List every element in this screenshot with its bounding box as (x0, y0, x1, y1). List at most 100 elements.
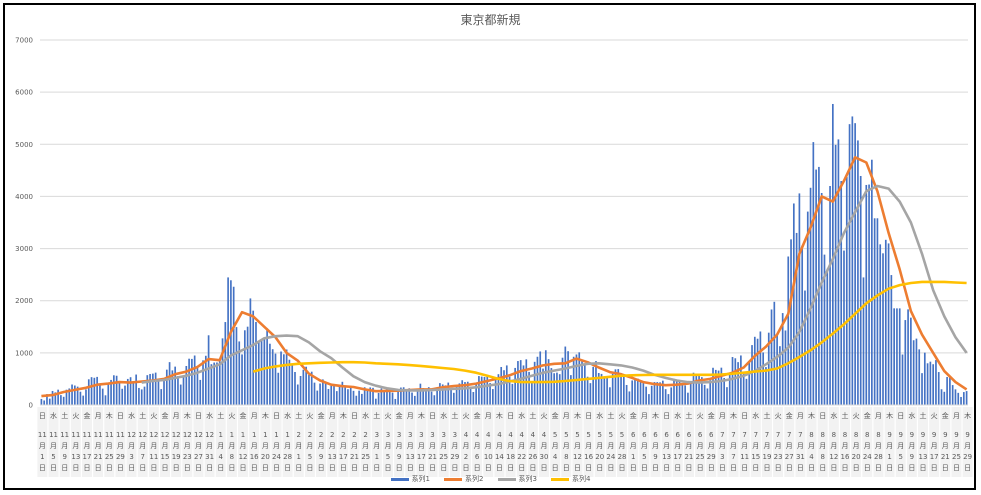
bar-series1 (193, 355, 196, 405)
x-month-label: 11 (94, 431, 103, 439)
x-month-label: 4 (542, 431, 547, 439)
x-day-suffix: 日 (964, 464, 971, 472)
x-day-label: 13 (406, 453, 415, 461)
x-label-column (639, 407, 650, 477)
x-day-suffix: 日 (150, 464, 157, 472)
bar-series1 (383, 390, 386, 405)
x-day-suffix: 日 (474, 464, 481, 472)
x-day-label: 2 (464, 453, 468, 461)
x-month-label: 11 (83, 431, 92, 439)
x-month-suffix: 月 (284, 442, 291, 450)
x-month-suffix: 月 (95, 442, 102, 450)
bar-series1 (528, 371, 530, 405)
bar-series1 (820, 192, 823, 405)
x-month-suffix: 月 (619, 442, 626, 450)
bar-series1 (358, 390, 360, 405)
x-month-suffix: 月 (306, 442, 313, 450)
x-weekday-label: 木 (652, 411, 659, 420)
x-month-label: 11 (71, 431, 80, 439)
x-day-suffix: 日 (953, 464, 960, 472)
x-weekday-label: 日 (819, 412, 826, 420)
bar-series1 (355, 395, 358, 405)
bar-series1 (400, 387, 402, 405)
bar-series1 (779, 346, 781, 405)
x-day-suffix: 日 (607, 464, 614, 472)
bar-series1 (129, 377, 132, 405)
bar-series1 (639, 380, 642, 405)
x-day-suffix: 日 (273, 464, 280, 472)
x-month-label: 7 (742, 431, 746, 439)
x-month-label: 3 (441, 431, 445, 439)
x-weekday-label: 木 (262, 411, 269, 420)
bar-series1 (940, 389, 943, 405)
x-month-label: 6 (631, 431, 636, 439)
x-day-suffix: 日 (485, 464, 492, 472)
bar-series1 (687, 392, 689, 405)
bar-series1 (124, 385, 126, 405)
x-weekday-label: 月 (329, 412, 336, 420)
x-month-label: 12 (183, 431, 192, 439)
bar-series1 (347, 389, 349, 405)
x-day-suffix: 日 (752, 464, 759, 472)
x-month-suffix: 月 (719, 442, 726, 450)
x-month-label: 9 (898, 431, 902, 439)
x-month-label: 5 (598, 431, 602, 439)
bar-series1 (650, 385, 653, 405)
bar-series1 (901, 354, 904, 405)
x-month-suffix: 月 (875, 442, 882, 450)
x-month-label: 5 (586, 431, 590, 439)
x-day-suffix: 日 (195, 464, 202, 472)
bar-series1 (762, 352, 765, 405)
bar-series1 (101, 388, 104, 405)
x-weekday-label: 土 (217, 411, 224, 420)
bar-series1 (681, 384, 684, 405)
x-weekday-label: 木 (184, 411, 191, 420)
bar-series1 (319, 383, 321, 405)
bar-series1 (662, 380, 664, 405)
x-month-label: 4 (531, 431, 536, 439)
y-tick-label: 4000 (15, 193, 33, 201)
x-month-suffix: 月 (195, 442, 202, 450)
bar-series1 (427, 387, 430, 405)
bar-series1 (255, 321, 257, 405)
bar-series1 (154, 372, 157, 405)
bar-series1 (221, 338, 224, 405)
line-series3 (141, 184, 968, 392)
x-label-column (784, 407, 795, 477)
x-month-suffix: 月 (462, 442, 469, 450)
bar-series1 (269, 343, 271, 405)
x-month-label: 12 (194, 431, 203, 439)
x-label-column (851, 407, 862, 477)
x-month-label: 2 (341, 431, 345, 439)
x-month-suffix: 月 (418, 442, 425, 450)
bar-series1 (542, 368, 544, 405)
x-month-suffix: 月 (373, 442, 380, 450)
x-month-suffix: 月 (786, 442, 793, 450)
x-month-label: 7 (765, 431, 769, 439)
x-day-suffix: 日 (418, 464, 425, 472)
x-label-column (160, 407, 171, 477)
bar-series1 (335, 391, 338, 405)
x-weekday-label: 日 (585, 412, 592, 420)
x-day-suffix: 日 (295, 464, 302, 472)
bar-series1 (550, 368, 553, 405)
bar-series1 (943, 391, 946, 405)
x-label-column (282, 407, 293, 477)
bar-series1 (352, 390, 355, 405)
x-label-column (371, 407, 382, 477)
bar-series1 (492, 389, 494, 405)
x-weekday-label: 土 (763, 411, 770, 420)
x-day-label: 5 (308, 453, 312, 461)
x-month-label: 3 (375, 431, 379, 439)
x-month-label: 6 (653, 431, 658, 439)
bar-series1 (51, 390, 54, 405)
bar-series1 (667, 394, 670, 405)
bar-series1 (283, 354, 285, 405)
bar-series1 (182, 375, 185, 405)
x-label-column (605, 407, 616, 477)
x-month-suffix: 月 (39, 442, 46, 450)
x-day-label: 26 (528, 453, 537, 461)
x-month-label: 6 (642, 431, 647, 439)
bar-series1 (458, 383, 461, 405)
bar-series1 (500, 366, 503, 405)
